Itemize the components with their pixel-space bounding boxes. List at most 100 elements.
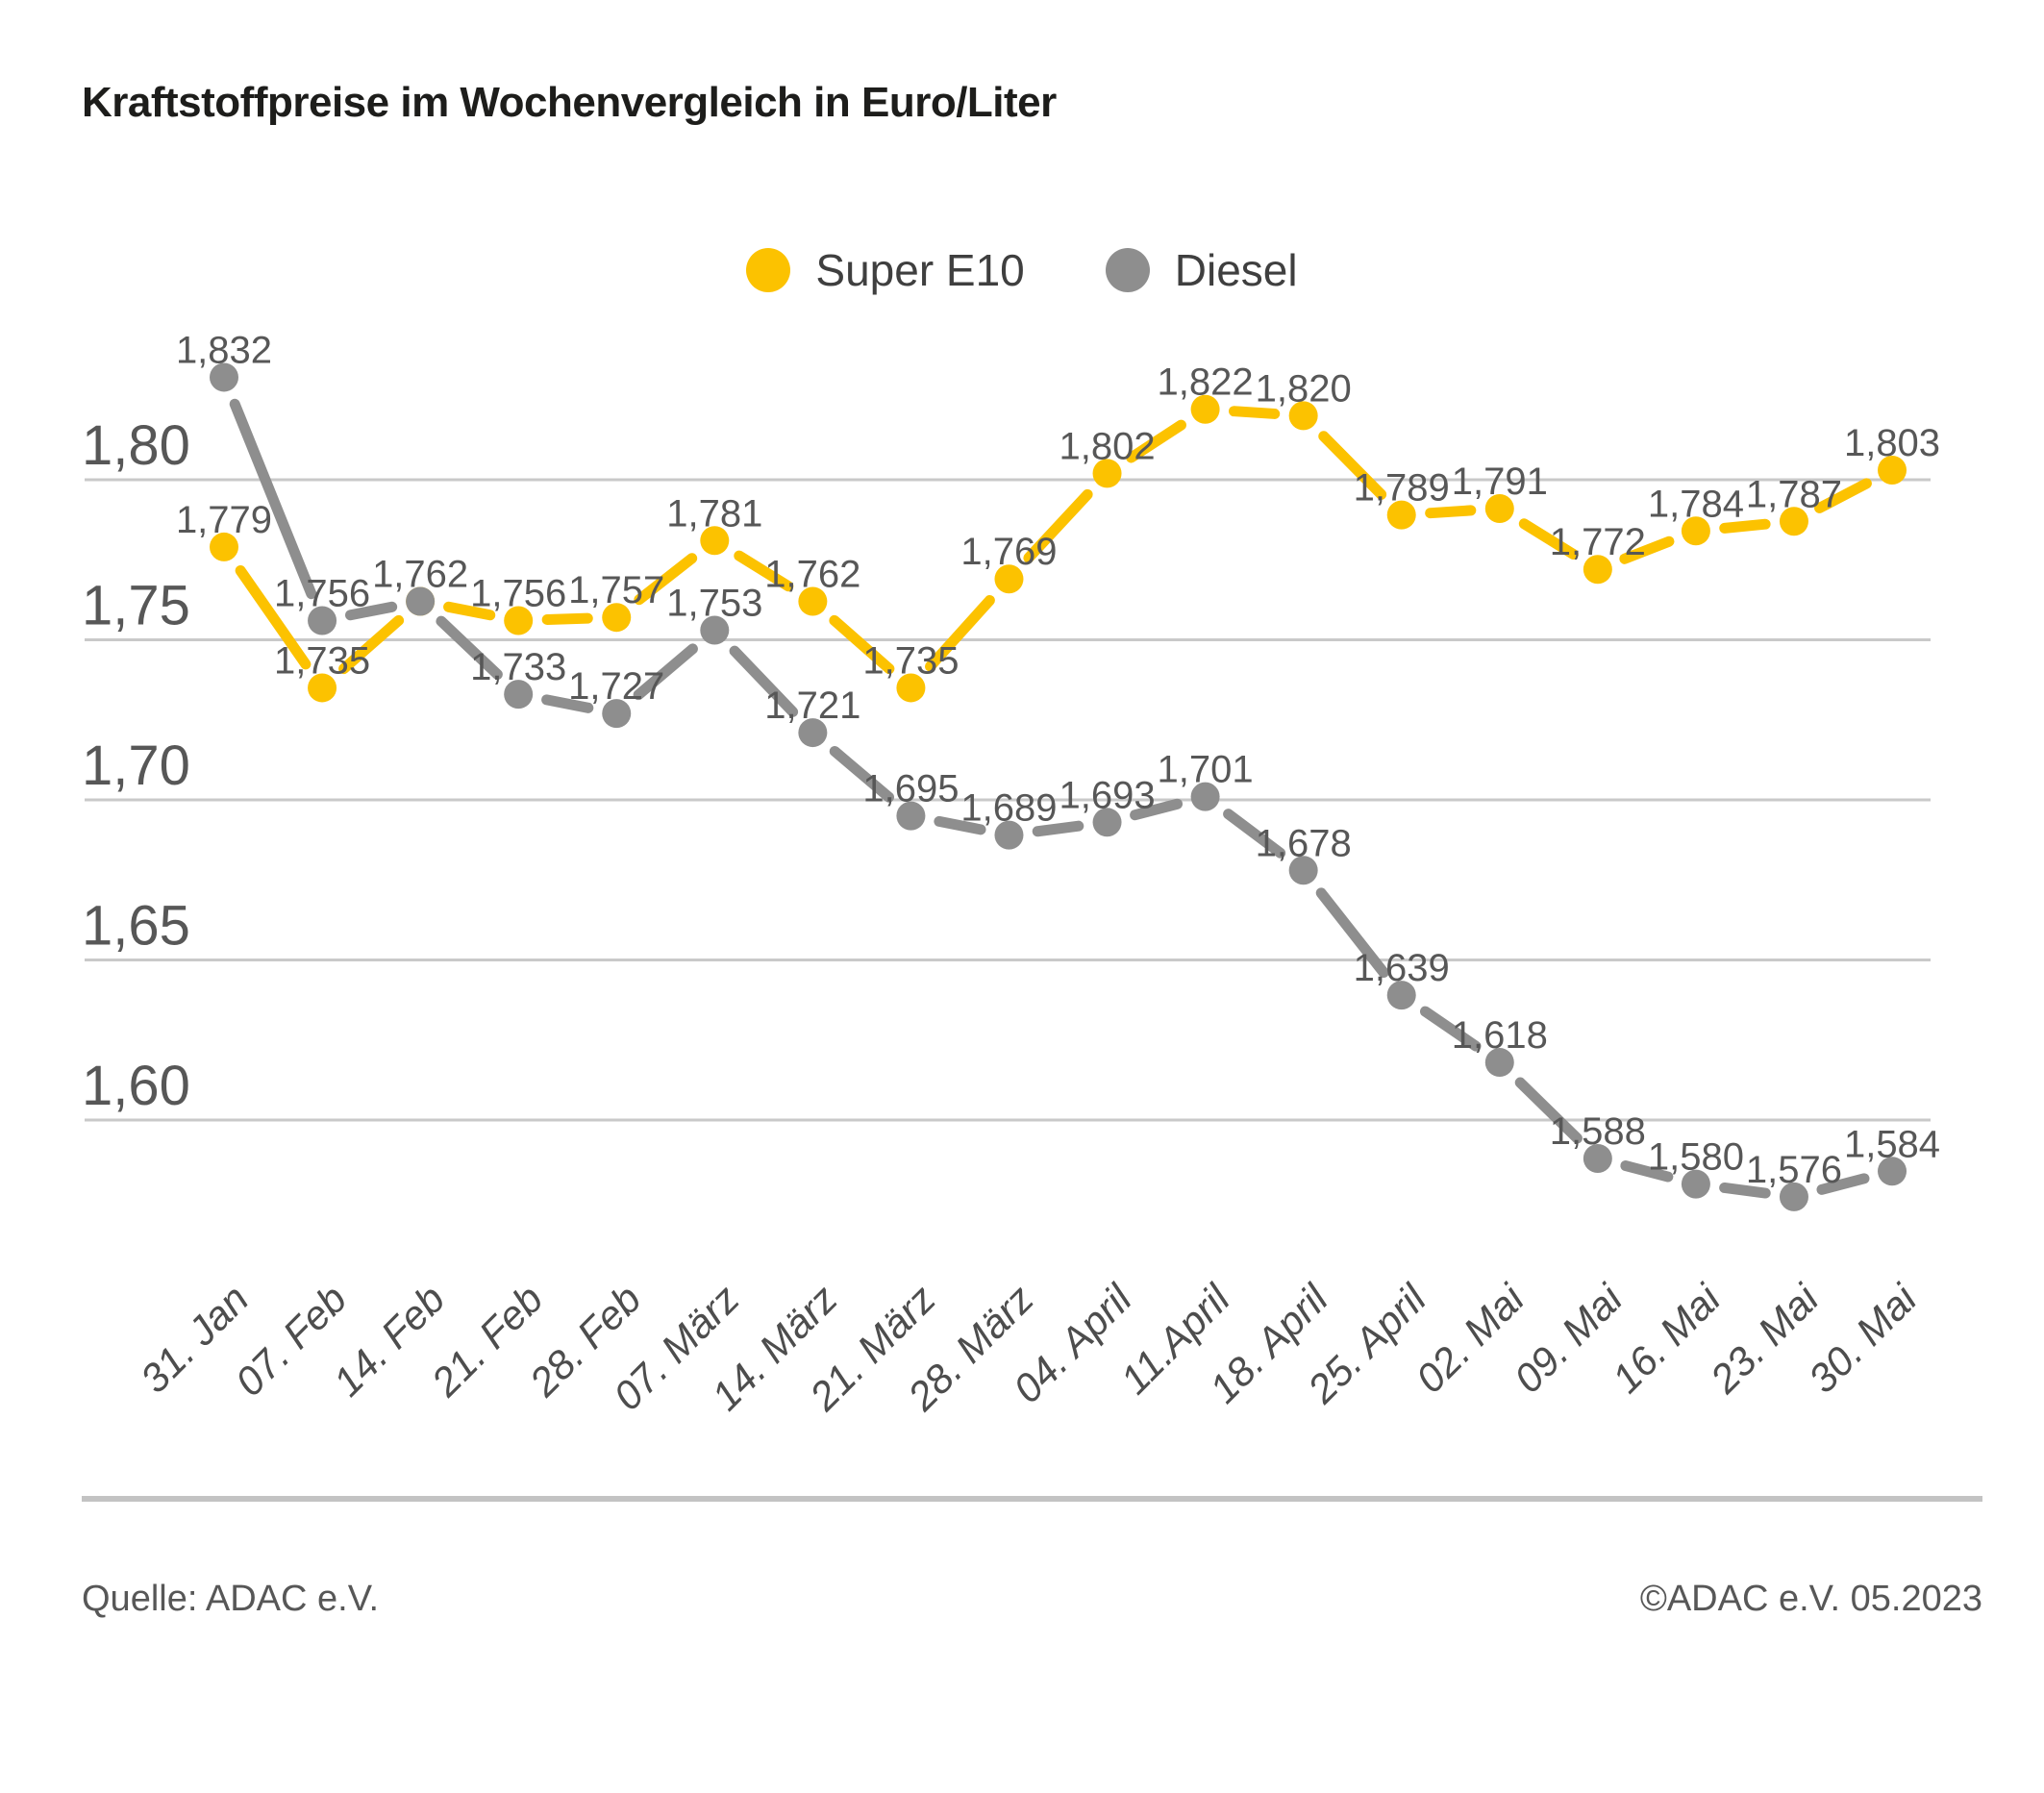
- data-point-super-e10: [1779, 507, 1808, 536]
- data-label-super-e10: 1,781: [666, 492, 762, 535]
- legend: Super E10 Diesel: [0, 244, 2044, 296]
- series-segment-diesel: [934, 815, 986, 835]
- data-label-super-e10: 1,784: [1648, 483, 1744, 525]
- data-point-super-e10: [1288, 401, 1318, 431]
- data-point-super-e10: [1583, 555, 1612, 585]
- data-point-super-e10: [1190, 394, 1220, 424]
- source-text: Quelle: ADAC e.V.: [82, 1579, 380, 1619]
- data-point-super-e10: [896, 673, 926, 703]
- data-label-diesel: 1,733: [470, 646, 566, 688]
- data-point-super-e10: [308, 673, 337, 703]
- data-label-diesel: 1,618: [1452, 1014, 1548, 1057]
- data-label-diesel: 1,753: [666, 583, 762, 625]
- page-title: Kraftstoffpreise im Wochenvergleich in E…: [82, 79, 1057, 126]
- data-point-super-e10: [210, 532, 238, 561]
- data-point-diesel: [1583, 1143, 1612, 1173]
- series-segment-super-e10: [925, 595, 995, 672]
- data-point-super-e10: [504, 606, 534, 635]
- series-segment-super-e10: [829, 614, 895, 675]
- footer-divider: [82, 1496, 1982, 1502]
- data-point-super-e10: [1878, 456, 1907, 486]
- x-axis-label: 16. Mai: [1604, 1275, 1731, 1402]
- series-segment-super-e10: [235, 565, 312, 670]
- series-segment-diesel: [1719, 1182, 1771, 1199]
- series-segment-super-e10: [1719, 518, 1771, 534]
- series-segment-super-e10: [1126, 419, 1186, 463]
- legend-marker-diesel-icon: [1105, 248, 1150, 292]
- data-label-diesel: 1,584: [1844, 1123, 1940, 1165]
- series-segment-super-e10: [634, 553, 698, 606]
- series-segment-super-e10: [1229, 406, 1281, 419]
- data-label-super-e10: 1,772: [1550, 521, 1646, 563]
- series-segment-diesel: [1223, 809, 1286, 859]
- legend-label-diesel: Diesel: [1174, 245, 1298, 295]
- data-point-diesel: [1288, 856, 1318, 885]
- data-label-diesel: 1,588: [1550, 1110, 1646, 1153]
- data-point-super-e10: [1092, 459, 1122, 488]
- y-axis-label: 1,75: [82, 575, 190, 637]
- data-label-diesel: 1,693: [1059, 774, 1155, 816]
- x-axis-label: 09. Mai: [1506, 1275, 1633, 1402]
- data-point-super-e10: [700, 526, 730, 556]
- data-point-diesel: [406, 586, 436, 616]
- data-point-diesel: [504, 680, 534, 710]
- series-segment-diesel: [229, 398, 317, 600]
- data-label-super-e10: 1,802: [1059, 425, 1155, 467]
- series-segment-super-e10: [1619, 535, 1675, 564]
- data-label-diesel: 1,580: [1648, 1136, 1744, 1179]
- data-label-diesel: 1,639: [1354, 947, 1450, 989]
- data-point-diesel: [210, 362, 238, 392]
- data-label-diesel: 1,701: [1158, 749, 1254, 791]
- series-segment-diesel: [1130, 798, 1184, 821]
- data-point-super-e10: [798, 586, 828, 616]
- data-label-diesel: 1,678: [1256, 822, 1352, 864]
- data-label-super-e10: 1,769: [960, 531, 1057, 573]
- legend-label-super-e10: Super E10: [815, 245, 1025, 295]
- data-point-diesel: [1092, 808, 1122, 837]
- copyright-text: ©ADAC e.V. 05.2023: [1639, 1579, 1982, 1619]
- data-point-diesel: [1386, 981, 1416, 1010]
- series-segment-super-e10: [1318, 431, 1387, 500]
- x-axis-label: 02. Mai: [1408, 1275, 1534, 1402]
- y-axis-label: 1,80: [82, 414, 190, 477]
- legend-marker-super-e10-icon: [746, 248, 791, 292]
- y-axis-label: 1,60: [82, 1055, 190, 1117]
- data-point-super-e10: [602, 603, 632, 633]
- data-point-diesel: [994, 820, 1024, 850]
- data-point-diesel: [1779, 1182, 1808, 1211]
- series-segment-diesel: [1419, 1006, 1482, 1052]
- series-segment-super-e10: [1518, 518, 1579, 560]
- data-label-super-e10: 1,735: [862, 639, 959, 682]
- data-label-super-e10: 1,787: [1746, 473, 1842, 515]
- series-segment-diesel: [1514, 1077, 1583, 1144]
- data-point-diesel: [1484, 1048, 1514, 1078]
- data-point-diesel: [602, 699, 632, 729]
- data-label-diesel: 1,695: [862, 768, 959, 810]
- series-segment-super-e10: [443, 601, 496, 621]
- data-label-super-e10: 1,757: [568, 569, 664, 611]
- legend-item-super-e10: Super E10: [746, 244, 1025, 296]
- data-label-diesel: 1,832: [176, 329, 272, 371]
- data-label-diesel: 1,721: [764, 685, 860, 727]
- series-segment-super-e10: [1023, 488, 1093, 563]
- y-axis-label: 1,65: [82, 895, 190, 958]
- series-segment-diesel: [541, 694, 594, 713]
- series-segment-diesel: [436, 615, 503, 680]
- data-label-diesel: 1,576: [1746, 1149, 1842, 1191]
- x-axis-label: 23. Mai: [1701, 1275, 1829, 1403]
- data-label-super-e10: 1,822: [1158, 361, 1254, 404]
- data-point-super-e10: [1386, 500, 1416, 530]
- series-segment-diesel: [1032, 820, 1084, 837]
- series-segment-diesel: [633, 643, 698, 701]
- series-segment-diesel: [829, 745, 895, 803]
- series-segment-diesel: [729, 645, 799, 717]
- series-segment-diesel: [1315, 887, 1389, 979]
- data-point-diesel: [308, 606, 337, 635]
- series-segment-super-e10: [1814, 478, 1872, 513]
- data-point-diesel: [1681, 1169, 1710, 1199]
- series-segment-super-e10: [734, 550, 794, 592]
- data-point-diesel: [896, 801, 926, 831]
- series-segment-super-e10: [338, 614, 405, 675]
